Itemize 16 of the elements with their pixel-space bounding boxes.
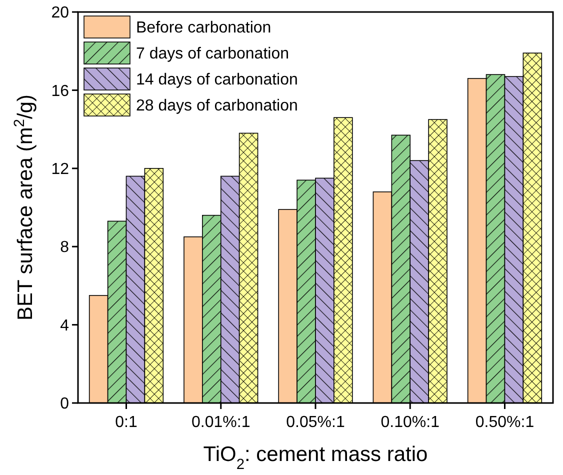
- legend-label: 14 days of carbonation: [136, 72, 298, 89]
- y-tick-label: 4: [60, 317, 70, 334]
- legend-label: 28 days of carbonation: [136, 98, 298, 115]
- x-tick-label: 0.10%:1: [380, 414, 440, 431]
- y-tick-label: 12: [51, 161, 70, 178]
- y-tick-label: 16: [51, 82, 70, 100]
- x-axis-title: TiO$_{2}$: cement mass ratio: [203, 443, 428, 473]
- x-tick-label: 0.50%:1: [475, 414, 534, 431]
- x-tick-label: 0.01%:1: [192, 414, 250, 431]
- legend-label: 7 days of carbonation: [136, 46, 289, 63]
- x-tick-label: 0.05%:1: [286, 414, 345, 431]
- y-tick-label: 0: [60, 396, 70, 413]
- legend-label: Before carbonation: [136, 20, 272, 37]
- y-tick-label: 8: [60, 239, 70, 256]
- y-tick-label: 20: [51, 4, 70, 22]
- x-tick-label: 0:1: [115, 414, 138, 431]
